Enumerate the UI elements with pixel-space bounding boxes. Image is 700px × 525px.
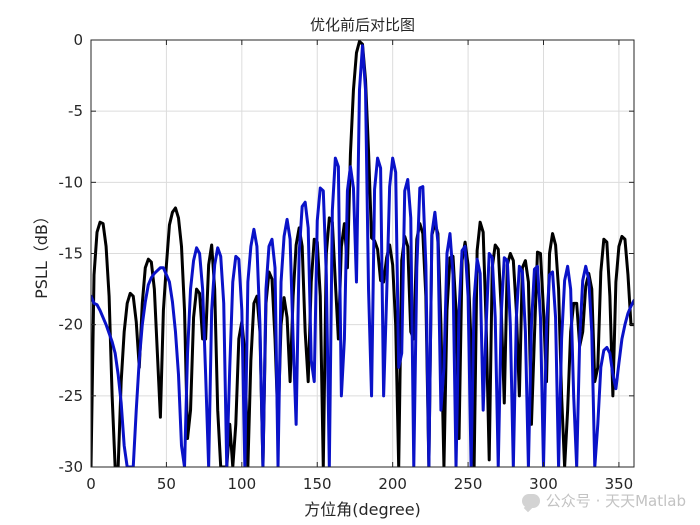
x-tick-label: 250 [454,475,483,493]
y-tick-label: -5 [68,102,83,120]
y-tick-label: -20 [59,316,84,334]
watermark-text: 公众号 · 天天Matlab [545,492,686,510]
x-tick-label: 200 [378,475,407,493]
ticks: 0 50 100 150 200 250 300 350 0 -5 -10 -15 -20 -25 -30 [59,31,634,493]
x-tick-label: 0 [86,475,96,493]
y-tick-label: -10 [59,173,84,191]
y-axis-label: PSLL（dB） [32,208,51,299]
x-axis-label: 方位角(degree) [304,500,421,519]
x-tick-label: 150 [303,475,332,493]
x-tick-label: 350 [605,475,634,493]
y-tick-label: -30 [59,458,84,476]
x-tick-label: 50 [157,475,176,493]
y-tick-label: 0 [73,31,83,49]
series-line-2 [91,44,634,467]
y-tick-label: -15 [59,245,84,263]
y-tick-label: -25 [59,387,84,405]
chart-title: 优化前后对比图 [310,16,415,34]
x-tick-label: 100 [228,475,257,493]
chat-bubble-icon [521,493,540,508]
watermark: 公众号 · 天天Matlab [521,490,686,511]
x-tick-label: 300 [529,475,558,493]
series-layer [91,40,634,467]
